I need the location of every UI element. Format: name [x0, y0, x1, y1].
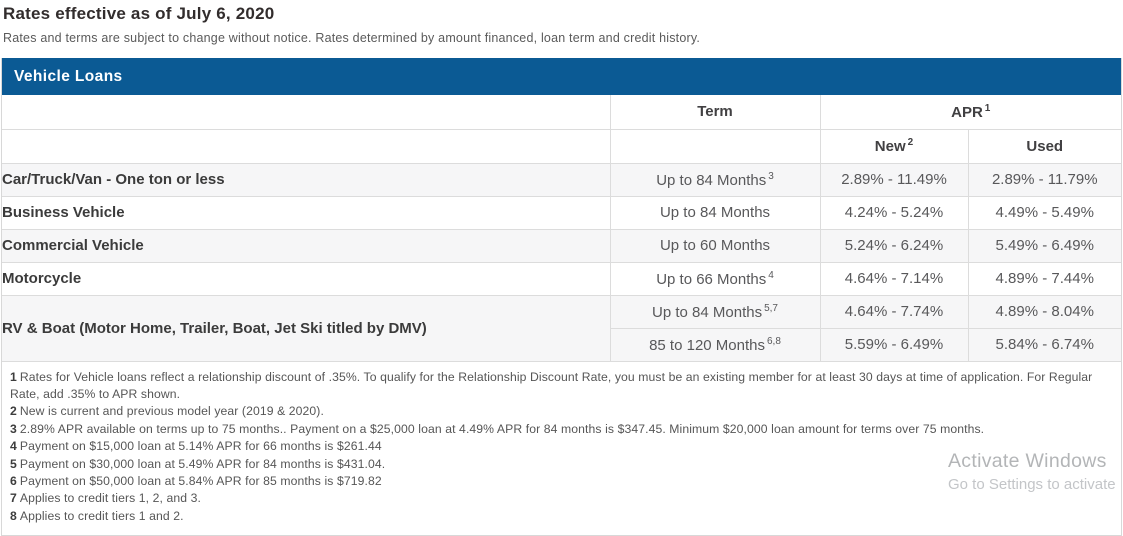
product-cell: Car/Truck/Van - One ton or less [2, 163, 611, 197]
new-apr-cell: 2.89% - 11.49% [820, 163, 969, 197]
table-row: RV & Boat (Motor Home, Trailer, Boat, Je… [2, 295, 1121, 362]
footnote-ref: 5,7 [764, 302, 778, 314]
col-header-apr: APR 1 [820, 95, 1121, 130]
used-apr-cell: 5.49% - 6.49% [968, 229, 1121, 263]
term-cell: Up to 66 Months 4 [610, 262, 821, 296]
term-cell: 85 to 120 Months 6,8 [610, 328, 821, 362]
new-apr-cell: 5.24% - 6.24% [820, 229, 969, 263]
used-apr-cell: 4.89% - 7.44% [968, 262, 1121, 296]
new-apr-cell: 4.64% - 7.14% [820, 262, 969, 296]
footnote-ref: 6,8 [767, 335, 781, 347]
col-header-used: Used [968, 129, 1121, 164]
vehicle-loans-rate-table: Vehicle Loans Term APR 1 New 2 Used Car/Tr… [1, 58, 1122, 536]
term-cell: Up to 60 Months [610, 229, 821, 263]
page-header: Rates effective as of July 6, 2020 Rates… [0, 0, 1123, 45]
new-apr-cell: 4.64% - 7.74% [820, 295, 969, 329]
table-row: Commercial Vehicle Up to 60 Months 5.24% -… [2, 229, 1121, 263]
footnote: 7 Applies to credit tiers 1, 2, and 3. [10, 491, 201, 506]
empty-header-cell [610, 129, 821, 164]
page-subtitle: Rates and terms are subject to change wi… [3, 31, 701, 45]
apr-footnote-ref: 1 [984, 102, 991, 114]
used-apr-cell: 5.84% - 6.74% [968, 328, 1121, 362]
section-header-bar: Vehicle Loans [2, 58, 1121, 95]
footnote-ref: 4 [768, 269, 774, 281]
product-cell: Business Vehicle [2, 196, 611, 230]
table-row: Car/Truck/Van - One ton or less Up to 84 … [2, 163, 1121, 197]
product-cell: RV & Boat (Motor Home, Trailer, Boat, Je… [2, 295, 611, 362]
empty-header-cell [2, 95, 611, 130]
table-row: Motorcycle Up to 66 Months 4 4.64% - 7.14% 4… [2, 262, 1121, 296]
empty-header-cell [2, 129, 611, 164]
term-cell: Up to 84 Months [610, 196, 821, 230]
used-apr-cell: 4.89% - 8.04% [968, 295, 1121, 329]
used-apr-cell: 2.89% - 11.79% [968, 163, 1121, 197]
table-row: Business Vehicle Up to 84 Months 4.24% - 5… [2, 196, 1121, 230]
new-apr-cell: 5.59% - 6.49% [820, 328, 969, 362]
footnote-number: 8 [10, 508, 17, 523]
product-cell: Commercial Vehicle [2, 229, 611, 263]
footnote-number: 5 [10, 456, 17, 471]
footnote: 5 Payment on $30,000 loan at 5.49% APR fo… [10, 456, 386, 471]
footnote-number: 2 [10, 404, 17, 419]
footnote-number: 6 [10, 473, 17, 488]
new-apr-cell: 4.24% - 5.24% [820, 196, 969, 230]
term-cell: Up to 84 Months 5,7 [610, 295, 821, 329]
footnote-number: 7 [10, 491, 17, 506]
new-footnote-ref: 2 [907, 137, 914, 148]
header-row-2: New 2 Used [2, 129, 1121, 164]
col-header-term: Term [610, 95, 821, 130]
footnote-number: 4 [10, 439, 17, 454]
page-title: Rates effective as of July 6, 2020 [3, 4, 275, 23]
footnote: 2 New is current and previous model year … [10, 404, 324, 419]
header-row-1: Term APR 1 [2, 95, 1121, 130]
footnote: 4 Payment on $15,000 loan at 5.14% APR fo… [10, 439, 382, 454]
footnote: 6 Payment on $50,000 loan at 5.84% APR fo… [10, 473, 382, 488]
rates-table: Term APR 1 New 2 Used Car/Truck/Van - One … [2, 95, 1121, 362]
footnotes-block: 1 Rates for Vehicle loans reflect a relat… [2, 362, 1121, 536]
col-header-new: New 2 [820, 129, 969, 164]
footnote: 1 Rates for Vehicle loans reflect a relat… [10, 369, 1093, 401]
product-cell: Motorcycle [2, 262, 611, 296]
footnote: 3 2.89% APR available on terms up to 75 m… [10, 421, 985, 436]
footnote-number: 1 [10, 369, 17, 384]
section-title: Vehicle Loans [14, 68, 123, 85]
term-cell: Up to 84 Months 3 [610, 163, 821, 197]
footnote-ref: 3 [768, 170, 774, 182]
footnote: 8 Applies to credit tiers 1 and 2. [10, 508, 184, 523]
footnote-number: 3 [10, 421, 17, 436]
table-row: 85 to 120 Months 6,8 5.59% - 6.49% 5.84% - … [2, 328, 1121, 362]
used-apr-cell: 4.49% - 5.49% [968, 196, 1121, 230]
